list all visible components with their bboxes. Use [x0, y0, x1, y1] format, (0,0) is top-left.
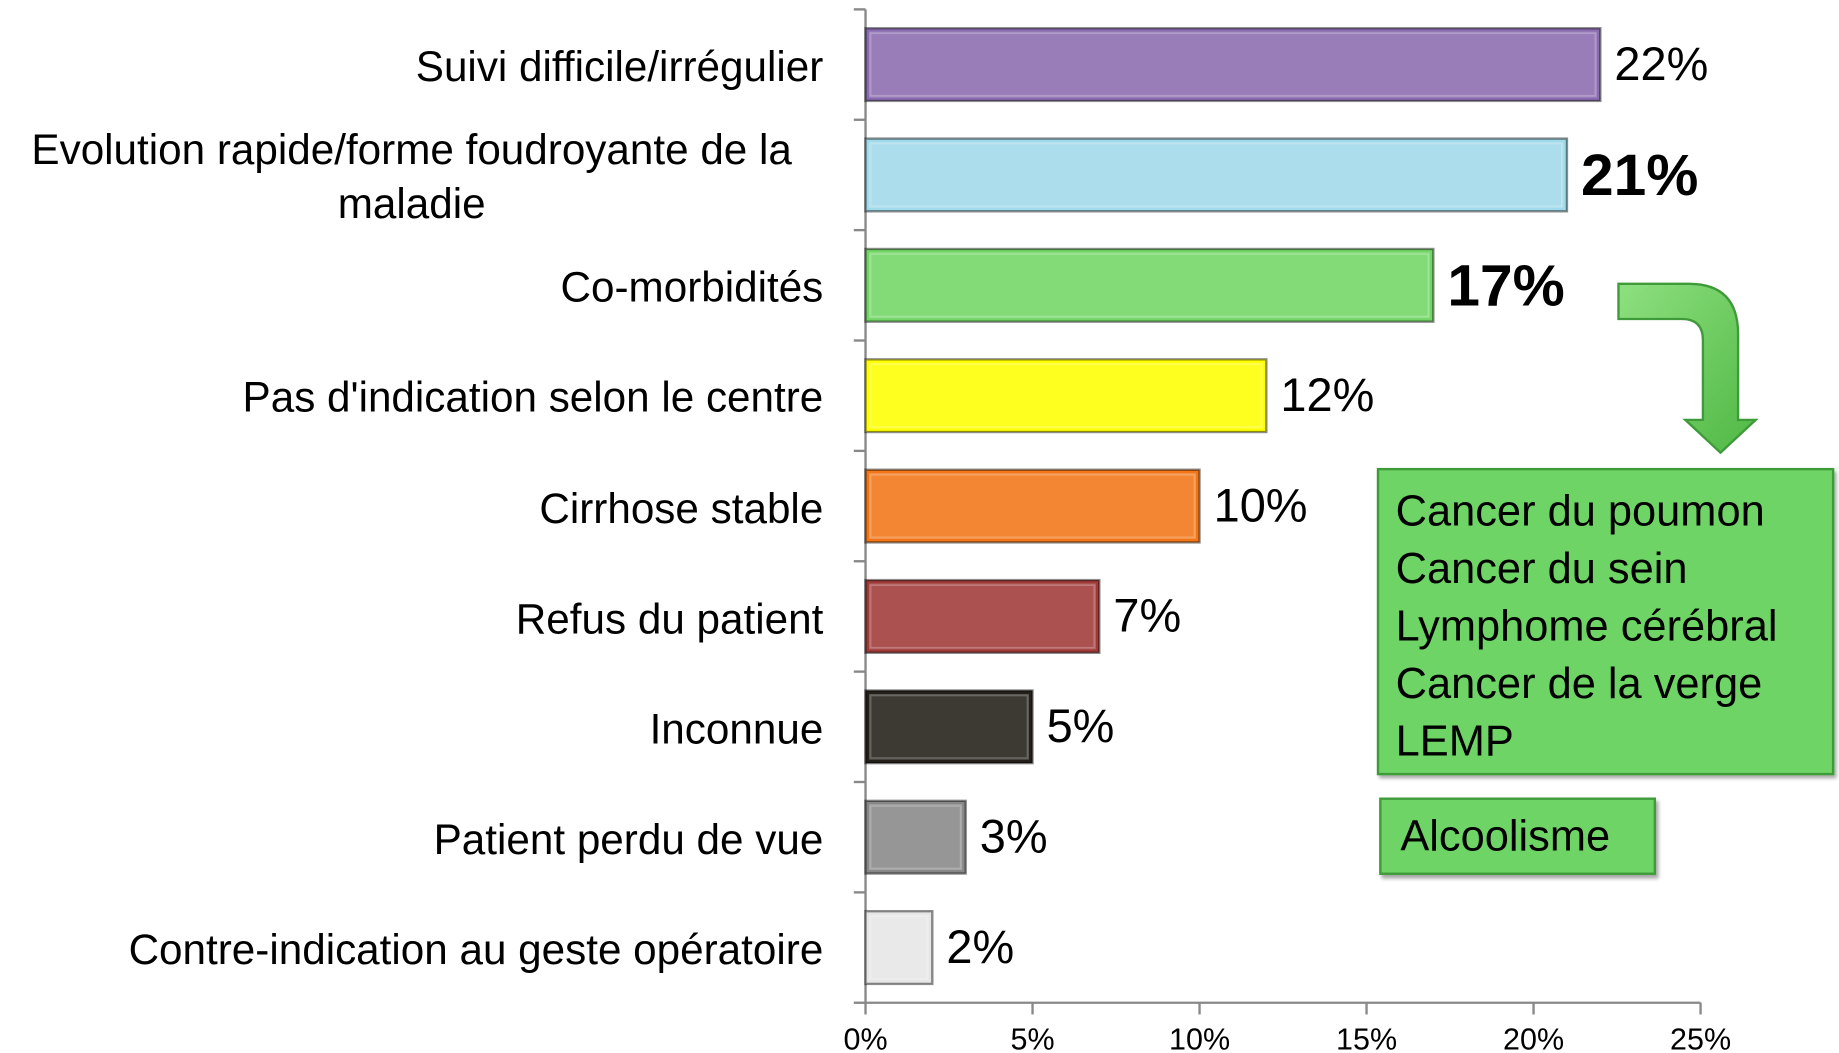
- annotation-line: Cancer du sein: [1395, 544, 1688, 593]
- bar-bevel: [869, 583, 1096, 650]
- annotation-line: Cancer de la verge: [1395, 659, 1763, 708]
- category-label: Refus du patient: [515, 594, 824, 643]
- value-label: 22%: [1614, 38, 1708, 90]
- bar-bevel: [869, 473, 1197, 539]
- value-label: 2%: [946, 921, 1014, 973]
- category-label: Co-morbidités: [560, 263, 824, 312]
- category-label: Contre-indication au geste opératoire: [128, 925, 824, 974]
- annotation-line: Lymphome cérébral: [1395, 601, 1778, 650]
- value-label: 10%: [1214, 479, 1308, 531]
- bar-bevel: [869, 31, 1597, 98]
- x-tick-label: 5%: [1011, 1023, 1055, 1053]
- category-label: Suivi difficile/irrégulier: [415, 42, 824, 91]
- annotation-box: Alcoolisme: [1379, 797, 1656, 875]
- x-tick-label: 10%: [1169, 1023, 1230, 1053]
- value-label: 12%: [1280, 369, 1374, 421]
- bar-bevel: [869, 914, 929, 981]
- bar-bevel: [869, 693, 1030, 760]
- bar: [864, 910, 934, 986]
- arrow: [1617, 282, 1759, 455]
- annotation-line: Alcoolisme: [1400, 811, 1611, 860]
- bar: [864, 358, 1268, 434]
- bar: [864, 578, 1101, 654]
- category-label: Pas d'indication selon le centre: [242, 373, 824, 422]
- value-label: 3%: [980, 810, 1048, 862]
- bar: [864, 689, 1034, 765]
- value-label: 21%: [1581, 143, 1698, 208]
- annotation-line: LEMP: [1395, 716, 1514, 765]
- x-tick-label: 0%: [843, 1023, 887, 1053]
- bar: [864, 799, 967, 875]
- bar: [864, 247, 1435, 323]
- bar: [864, 27, 1602, 103]
- category-label: Inconnue: [649, 704, 824, 753]
- bar: [864, 137, 1569, 213]
- annotation-box: Cancer du poumon Cancer du sein Lymphome c…: [1376, 467, 1835, 776]
- bar-bevel: [869, 252, 1430, 319]
- bar-bevel: [869, 142, 1564, 208]
- bar-bevel: [869, 362, 1263, 429]
- annotation-line: Cancer du poumon: [1395, 486, 1765, 535]
- x-tick-label: 15%: [1336, 1023, 1397, 1053]
- value-label: 5%: [1047, 700, 1115, 752]
- value-label: 7%: [1113, 590, 1181, 642]
- x-tick-label: 25%: [1670, 1023, 1731, 1053]
- category-label: Cirrhose stable: [539, 483, 824, 532]
- value-label: 17%: [1447, 253, 1564, 318]
- category-label: Evolution rapide/forme foudroyante de la…: [31, 125, 792, 228]
- bar-bevel: [869, 804, 963, 871]
- category-label: Patient perdu de vue: [433, 814, 824, 863]
- bar: [864, 468, 1201, 544]
- x-tick-label: 20%: [1503, 1023, 1564, 1053]
